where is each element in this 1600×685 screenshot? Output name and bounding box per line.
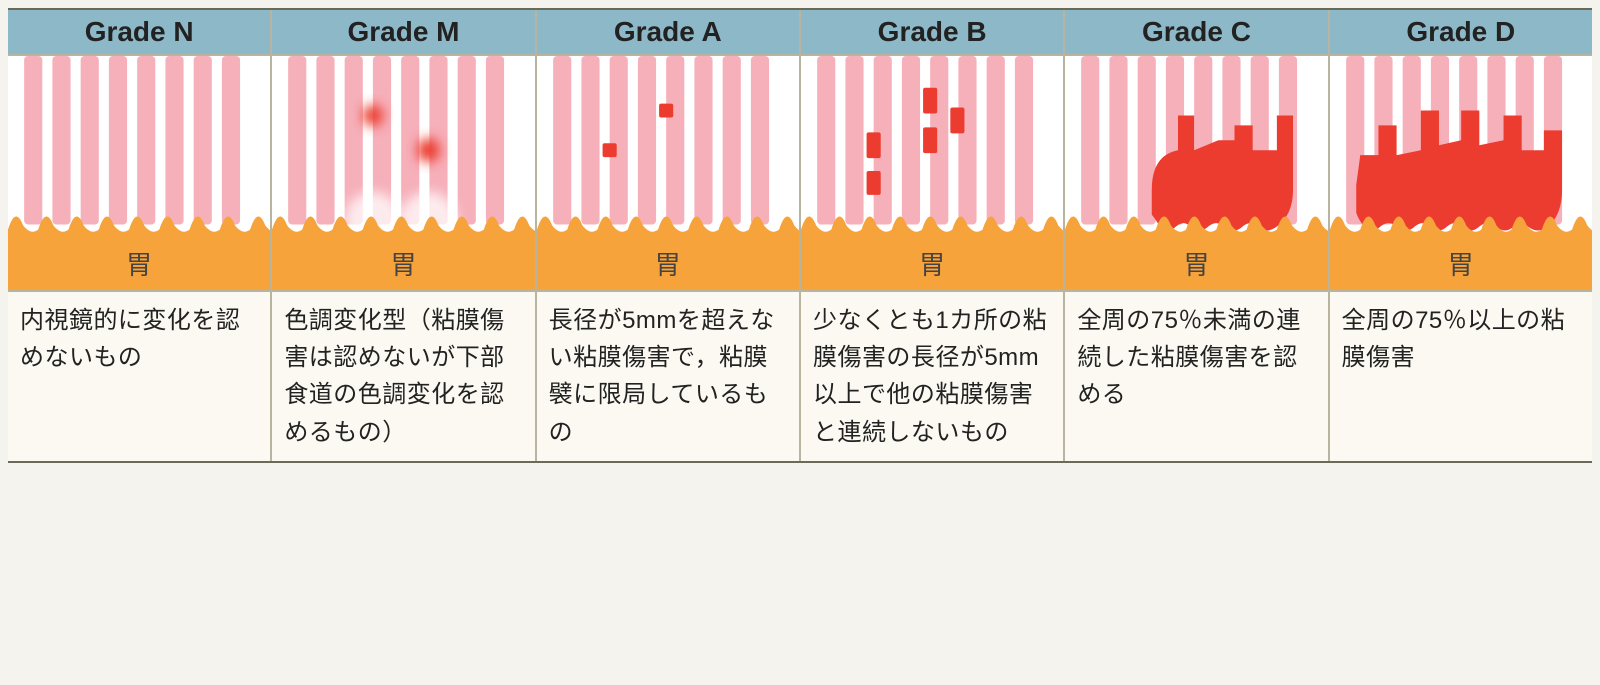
grade-diagram: 胃 <box>272 56 534 292</box>
grade-column-C: Grade C 胃全周の75％未満の連続した粘膜傷害を認める <box>1065 10 1329 461</box>
grade-diagram: 胃 <box>537 56 799 292</box>
grade-table: Grade N 胃内視鏡的に変化を認めないものGrade M 胃色調変化型（粘膜… <box>8 8 1592 463</box>
stomach-label: 胃 <box>655 245 681 282</box>
stomach-label: 胃 <box>1183 245 1209 282</box>
grade-description: 長径が5mmを超えない粘膜傷害で，粘膜襞に限局しているもの <box>537 292 799 461</box>
grade-header: Grade N <box>8 10 270 56</box>
grade-diagram: 胃 <box>801 56 1063 292</box>
grade-column-A: Grade A 胃長径が5mmを超えない粘膜傷害で，粘膜襞に限局しているもの <box>537 10 801 461</box>
grade-header: Grade M <box>272 10 534 56</box>
grade-diagram: 胃 <box>1065 56 1327 292</box>
grade-description: 全周の75％以上の粘膜傷害 <box>1330 292 1592 461</box>
grade-header: Grade B <box>801 10 1063 56</box>
grade-column-N: Grade N 胃内視鏡的に変化を認めないもの <box>8 10 272 461</box>
grade-description: 全周の75％未満の連続した粘膜傷害を認める <box>1065 292 1327 461</box>
grade-description: 少なくとも1カ所の粘膜傷害の長径が5mm以上で他の粘膜傷害と連続しないもの <box>801 292 1063 461</box>
grade-header: Grade D <box>1330 10 1592 56</box>
stomach-label: 胃 <box>1448 245 1474 282</box>
grade-header: Grade A <box>537 10 799 56</box>
grade-header: Grade C <box>1065 10 1327 56</box>
grade-description: 内視鏡的に変化を認めないもの <box>8 292 270 461</box>
stomach-label: 胃 <box>126 245 152 282</box>
grade-diagram: 胃 <box>1330 56 1592 292</box>
grade-description: 色調変化型（粘膜傷害は認めないが下部食道の色調変化を認めるもの） <box>272 292 534 461</box>
grade-column-D: Grade D 胃全周の75％以上の粘膜傷害 <box>1330 10 1592 461</box>
stomach-label: 胃 <box>390 245 416 282</box>
stomach-label: 胃 <box>919 245 945 282</box>
grade-column-M: Grade M 胃色調変化型（粘膜傷害は認めないが下部食道の色調変化を認めるもの… <box>272 10 536 461</box>
grade-column-B: Grade B 胃少なくとも1カ所の粘膜傷害の長径が5mm以上で他の粘膜傷害と連… <box>801 10 1065 461</box>
grade-diagram: 胃 <box>8 56 270 292</box>
